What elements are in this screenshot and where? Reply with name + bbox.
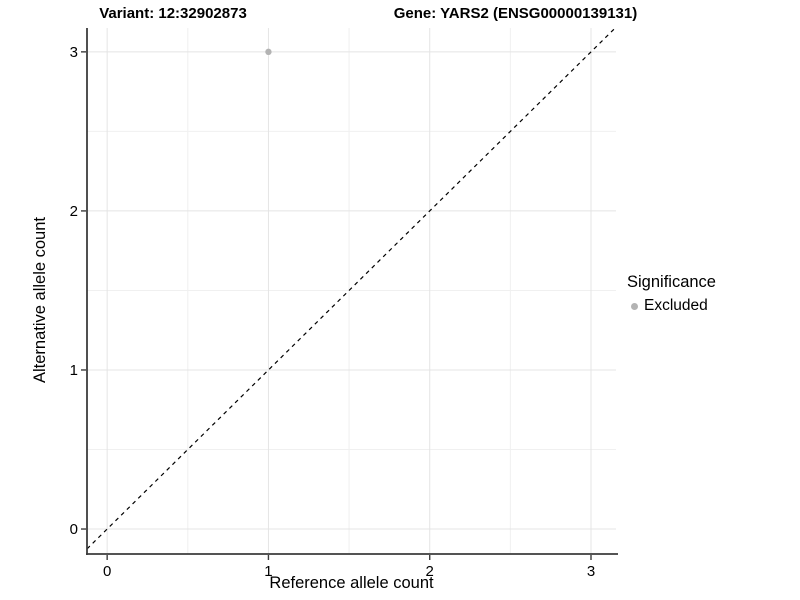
identity-line xyxy=(86,26,617,550)
x-axis-title: Reference allele count xyxy=(269,574,434,592)
data-point xyxy=(265,48,272,56)
legend-title: Significance xyxy=(627,273,716,291)
y-axis-title: Alternative allele count xyxy=(31,217,49,384)
legend: Significance Excluded xyxy=(627,272,716,316)
y-tick-label: 1 xyxy=(70,362,78,379)
x-tick-label: 0 xyxy=(103,563,111,580)
y-tick-label: 3 xyxy=(70,44,78,61)
legend-item: Excluded xyxy=(627,296,716,316)
legend-item-label: Excluded xyxy=(644,297,708,314)
x-tick-label: 1 xyxy=(264,563,272,580)
y-tick-label: 2 xyxy=(70,203,78,220)
variant-title: Variant: 12:32902873 xyxy=(99,5,247,22)
legend-items: Excluded xyxy=(627,296,716,316)
y-tick-label: 0 xyxy=(70,521,78,538)
legend-point-icon xyxy=(631,302,638,310)
x-tick-label: 3 xyxy=(587,563,595,580)
x-tick-label: 2 xyxy=(426,563,434,580)
gene-title: Gene: YARS2 (ENSG00000139131) xyxy=(393,5,638,22)
